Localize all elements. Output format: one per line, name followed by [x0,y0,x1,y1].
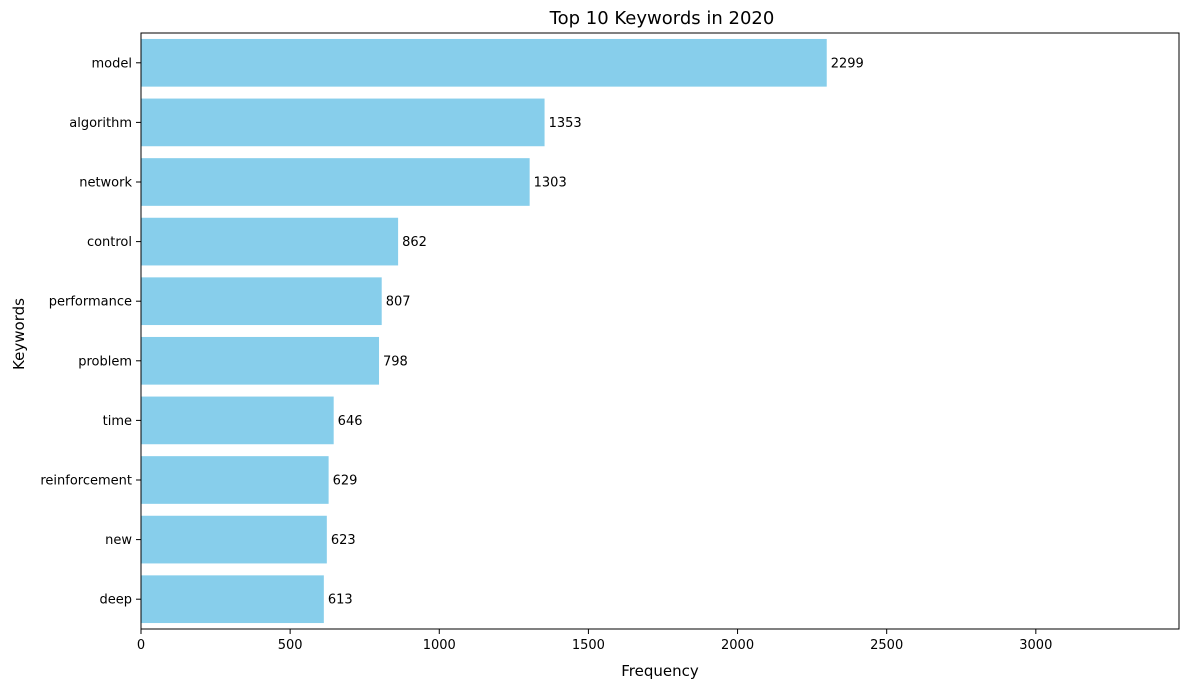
bar-deep [141,575,324,624]
y-tick-label-algorithm: algorithm [69,116,132,131]
bar-time [141,396,334,445]
value-label-control: 862 [402,235,427,250]
bar-performance [141,277,382,326]
bar-reinforcement [141,456,329,504]
x-tick-label-2500: 2500 [870,638,903,653]
bar-new [141,515,327,564]
value-label-algorithm: 1353 [549,116,582,131]
x-axis-label: Frequency [621,662,699,680]
y-tick-label-deep: deep [100,593,133,608]
value-labels-group: 2299 1353 1303 862 807 798 646 629 623 613 [328,56,864,607]
y-tick-label-problem: problem [78,354,132,369]
value-label-performance: 807 [386,295,411,310]
plot-area-frame [140,32,1180,630]
y-tick-label-performance: performance [49,295,132,310]
bars-group [141,38,827,624]
bar-algorithm [141,98,545,147]
y-tick-label-network: network [79,176,132,191]
bar-problem [141,336,380,385]
value-label-model: 2299 [831,56,864,71]
y-axis-label: Keywords [10,298,28,370]
value-label-time: 646 [338,414,363,429]
value-label-network: 1303 [534,176,567,191]
y-tick-label-reinforcement: reinforcement [40,474,132,489]
x-tick-label-1500: 1500 [572,638,605,653]
y-tick-label-time: time [103,414,132,429]
x-tick-label-500: 500 [278,638,303,653]
chart-title: Top 10 Keywords in 2020 [549,8,775,29]
y-axis-ticks: model algorithm network control performance p… [40,56,141,608]
bar-control [141,217,399,266]
y-tick-label-control: control [87,235,132,250]
bar-network [141,158,530,206]
y-tick-label-new: new [105,533,132,548]
x-tick-label-2000: 2000 [721,638,754,653]
x-tick-label-1000: 1000 [423,638,456,653]
value-label-new: 623 [331,533,356,548]
y-tick-label-model: model [92,56,132,71]
value-label-reinforcement: 629 [333,474,358,489]
bar-model [141,38,827,87]
value-label-deep: 613 [328,593,353,608]
x-tick-label-3000: 3000 [1019,638,1052,653]
x-tick-label-0: 0 [137,638,145,653]
value-label-problem: 798 [383,354,408,369]
x-axis-ticks: 0 500 1000 1500 2000 2500 3000 [137,629,1052,653]
